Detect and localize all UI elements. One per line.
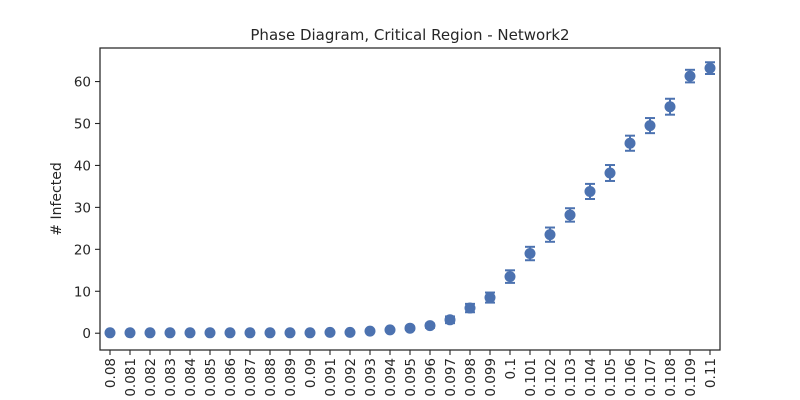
- x-tick-label: 0.095: [403, 358, 419, 397]
- y-tick-label: 0: [82, 326, 91, 342]
- data-point: [284, 327, 296, 339]
- y-ticks: 0 10 20 30 40 50 60: [74, 75, 100, 342]
- data-point: [524, 248, 536, 260]
- x-ticks: 0.08 0.081 0.082 0.083 0.084 0.085 0.086 0.087 0…: [103, 350, 719, 397]
- x-tick-label: 0.088: [263, 358, 279, 397]
- x-tick-label: 0.102: [543, 358, 559, 397]
- data-point: [344, 326, 356, 338]
- x-tick-label: 0.089: [283, 358, 299, 397]
- x-tick-label: 0.108: [663, 358, 679, 397]
- data-point: [424, 320, 436, 332]
- x-tick-label: 0.103: [563, 358, 579, 397]
- data-point: [364, 325, 376, 337]
- data-point: [144, 327, 156, 339]
- data-point: [624, 137, 636, 149]
- x-tick-label: 0.092: [343, 358, 359, 397]
- data-point: [464, 302, 476, 314]
- data-point: [184, 327, 196, 339]
- y-tick-label: 20: [74, 242, 91, 258]
- y-tick-label: 50: [74, 117, 91, 133]
- data-point: [104, 327, 116, 339]
- data-point: [224, 327, 236, 339]
- x-tick-label: 0.096: [423, 358, 439, 397]
- data-point: [604, 167, 616, 179]
- y-tick-label: 10: [74, 284, 91, 300]
- data-point: [204, 327, 216, 339]
- y-tick-label: 60: [74, 75, 91, 91]
- x-tick-label: 0.091: [323, 358, 339, 397]
- x-tick-label: 0.099: [483, 358, 499, 397]
- data-point: [704, 62, 716, 74]
- x-tick-label: 0.086: [223, 358, 239, 397]
- data-point: [664, 101, 676, 113]
- x-tick-label: 0.08: [103, 358, 119, 388]
- data-point: [644, 120, 656, 132]
- data-point: [264, 327, 276, 339]
- data-point: [484, 292, 496, 304]
- x-tick-label: 0.107: [643, 358, 659, 397]
- data-point: [244, 327, 256, 339]
- data-point: [544, 229, 556, 241]
- x-tick-label: 0.083: [163, 358, 179, 397]
- x-tick-label: 0.085: [203, 358, 219, 397]
- x-tick-label: 0.082: [143, 358, 159, 397]
- x-tick-label: 0.105: [603, 358, 619, 397]
- data-point: [124, 327, 136, 339]
- data-point: [164, 327, 176, 339]
- y-tick-label: 30: [74, 200, 91, 216]
- x-tick-label: 0.097: [443, 358, 459, 397]
- x-tick-label: 0.098: [463, 358, 479, 397]
- x-tick-label: 0.106: [623, 358, 639, 397]
- x-tick-label: 0.101: [523, 358, 539, 397]
- x-tick-label: 0.104: [583, 358, 599, 397]
- data-point: [684, 70, 696, 82]
- x-tick-label: 0.1: [503, 358, 519, 379]
- data-point: [564, 209, 576, 221]
- data-point: [404, 322, 416, 334]
- y-tick-label: 40: [74, 158, 91, 174]
- data-point: [324, 326, 336, 338]
- data-point: [444, 314, 456, 326]
- x-tick-label: 0.094: [383, 358, 399, 397]
- x-tick-label: 0.087: [243, 358, 259, 397]
- data-point: [304, 327, 316, 339]
- chart-title: Phase Diagram, Critical Region - Network…: [250, 26, 569, 44]
- x-tick-label: 0.09: [303, 358, 319, 388]
- y-axis-label: # Infected: [49, 162, 65, 235]
- data-point: [384, 324, 396, 336]
- x-tick-label: 0.081: [123, 358, 139, 397]
- plot-frame: [99, 47, 721, 351]
- error-bars: [105, 61, 715, 335]
- data-point: [504, 271, 516, 283]
- x-tick-label: 0.109: [683, 358, 699, 397]
- x-tick-label: 0.093: [363, 358, 379, 397]
- data-point: [584, 185, 596, 197]
- x-tick-label: 0.11: [703, 358, 719, 388]
- data-points: [104, 62, 716, 339]
- x-tick-label: 0.084: [183, 358, 199, 397]
